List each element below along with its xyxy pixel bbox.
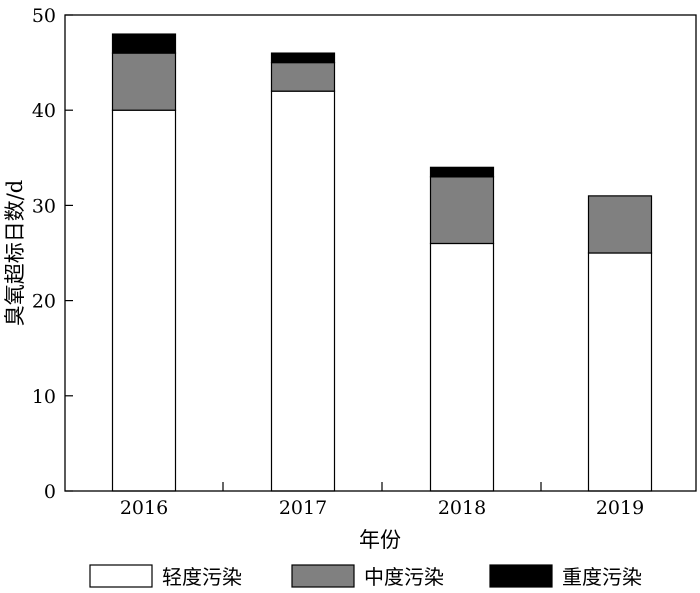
bar-2018-series-2: [429, 176, 495, 245]
bar-2017-series-3: [270, 52, 336, 64]
x-tick-label: 2017: [279, 497, 327, 519]
legend-swatch-series-1: [89, 564, 153, 588]
bar-2019-series-2: [587, 195, 653, 254]
y-tick-label: 10: [32, 386, 56, 408]
bar-2016-series-2: [111, 52, 177, 111]
x-tick-label: 2019: [596, 497, 644, 519]
x-axis-title: 年份: [359, 528, 401, 552]
bar-2016-series-3: [111, 33, 177, 54]
legend-swatch-series-2: [291, 564, 355, 588]
bar-2017-series-2: [270, 61, 336, 92]
y-tick-label: 50: [32, 5, 56, 27]
legend-label-series-2: 中度污染: [364, 565, 444, 589]
legend: 轻度污染 中度污染 重度污染: [89, 564, 642, 589]
y-tick-label: 30: [32, 195, 56, 217]
bar-2019-series-1: [587, 252, 653, 492]
x-tick-label: 2018: [438, 497, 486, 519]
bar-2018-series-3: [429, 166, 495, 178]
y-axis-title: 臭氧超标日数/d: [3, 180, 27, 327]
bar-2017-series-1: [270, 90, 336, 492]
bars-layer: [111, 33, 653, 492]
x-tick-label: 2016: [120, 497, 168, 519]
y-tick-label: 40: [32, 100, 56, 122]
bar-2016-series-1: [111, 109, 177, 492]
legend-label-series-3: 重度污染: [562, 565, 642, 589]
bar-2018-series-1: [429, 242, 495, 492]
axis-ticks: 0 10 20 30 40 50 2016 2017 2018 2019: [32, 5, 644, 519]
y-tick-label: 0: [44, 481, 56, 503]
plot-area-frame: [64, 14, 697, 492]
legend-swatch-series-3: [489, 564, 553, 588]
y-tick-label: 20: [32, 291, 56, 313]
legend-label-series-1: 轻度污染: [162, 565, 242, 589]
